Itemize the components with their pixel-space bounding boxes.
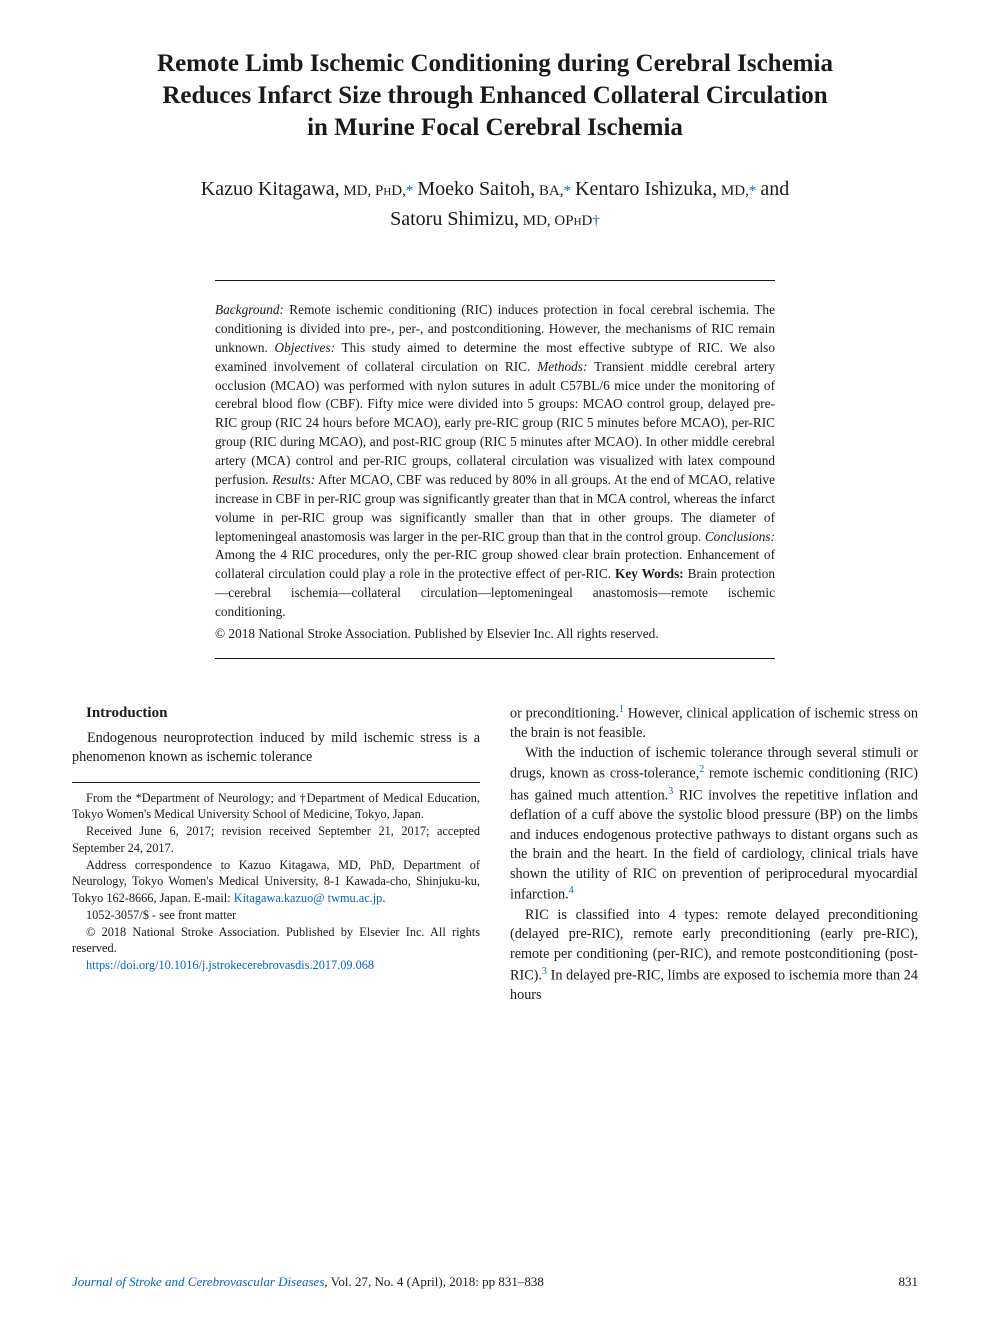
corr-email-link[interactable]: Kitagawa.kazuo@ twmu.ac.jp	[234, 891, 383, 905]
abstract-background-label: Background:	[215, 302, 284, 317]
right-para-2: With the induction of ischemic tolerance…	[510, 744, 918, 906]
footnotes: From the *Department of Neurology; and †…	[72, 790, 480, 974]
authors-tail: and	[760, 178, 789, 200]
abstract-rule-bottom	[215, 658, 775, 659]
footnote-issn: 1052-3057/$ - see front matter	[72, 907, 480, 924]
affil-mark[interactable]: *	[749, 183, 757, 199]
body-columns: Introduction Endogenous neuroprotection …	[72, 703, 918, 1006]
affil-mark[interactable]: †	[592, 213, 600, 229]
author-degree: MD,	[717, 183, 749, 199]
author-name: Moeko Saitoh,	[417, 178, 535, 200]
author-degree: BA,	[535, 183, 563, 199]
title-line-2: Reduces Infarct Size through Enhanced Co…	[162, 82, 827, 109]
footnote-copyright: © 2018 National Stroke Association. Publ…	[72, 924, 480, 957]
footer-journal: Journal of Stroke and Cerebrovascular Di…	[72, 1274, 544, 1290]
left-column: Introduction Endogenous neuroprotection …	[72, 703, 480, 1006]
author-degree: MD, OPhD	[519, 213, 592, 229]
abstract-methods-text: Transient middle cerebral artery occlusi…	[215, 359, 775, 487]
footnote-dates: Received June 6, 2017; revision received…	[72, 823, 480, 856]
article-title: Remote Limb Ischemic Conditioning during…	[72, 48, 918, 144]
affil-mark[interactable]: *	[564, 183, 572, 199]
right-para-1: or preconditioning.1 However, clinical a…	[510, 703, 918, 744]
doi-link[interactable]: https://doi.org/10.1016/j.jstrokecerebro…	[86, 958, 374, 972]
author-name: Kazuo Kitagawa,	[201, 178, 340, 200]
author-name: Satoru Shimizu,	[390, 208, 519, 230]
abstract-rule-top	[215, 280, 775, 281]
footnote-correspondence: Address correspondence to Kazuo Kitagawa…	[72, 857, 480, 907]
page-number: 831	[899, 1274, 919, 1290]
abstract-results-label: Results:	[272, 472, 315, 487]
affil-mark[interactable]: *	[406, 183, 414, 199]
author-block: Kazuo Kitagawa, MD, PhD,* Moeko Saitoh, …	[72, 174, 918, 234]
abstract-methods-label: Methods:	[537, 359, 587, 374]
footnote-affiliation: From the *Department of Neurology; and †…	[72, 790, 480, 823]
abstract-objectives-label: Objectives:	[275, 340, 336, 355]
introduction-heading: Introduction	[86, 703, 480, 724]
abstract: Background: Remote ischemic conditioning…	[215, 301, 775, 622]
abstract-copyright: © 2018 National Stroke Association. Publ…	[215, 626, 775, 642]
footnote-doi: https://doi.org/10.1016/j.jstrokecerebro…	[72, 957, 480, 974]
abstract-conclusions-label: Conclusions:	[705, 529, 775, 544]
journal-issue: , Vol. 27, No. 4 (April), 2018: pp 831–8…	[324, 1274, 543, 1289]
title-line-3: in Murine Focal Cerebral Ischemia	[307, 114, 683, 141]
authors-line-2: Satoru Shimizu, MD, OPhD†	[72, 204, 918, 234]
journal-name: Journal of Stroke and Cerebrovascular Di…	[72, 1274, 324, 1289]
right-para-3: RIC is classified into 4 types: remote d…	[510, 906, 918, 1006]
corr-tail: .	[382, 891, 385, 905]
author-name: Kentaro Ishizuka,	[575, 178, 717, 200]
page-footer: Journal of Stroke and Cerebrovascular Di…	[72, 1274, 918, 1290]
title-line-1: Remote Limb Ischemic Conditioning during…	[157, 50, 833, 77]
ref-link-4[interactable]: 4	[569, 885, 574, 896]
footnote-rule	[72, 782, 480, 783]
author-degree: MD, PhD,	[340, 183, 406, 199]
intro-para-1: Endogenous neuroprotection induced by mi…	[72, 729, 480, 768]
authors-line-1: Kazuo Kitagawa, MD, PhD,* Moeko Saitoh, …	[72, 174, 918, 204]
abstract-keywords-label: Key Words:	[615, 566, 684, 581]
right-column: or preconditioning.1 However, clinical a…	[510, 703, 918, 1006]
